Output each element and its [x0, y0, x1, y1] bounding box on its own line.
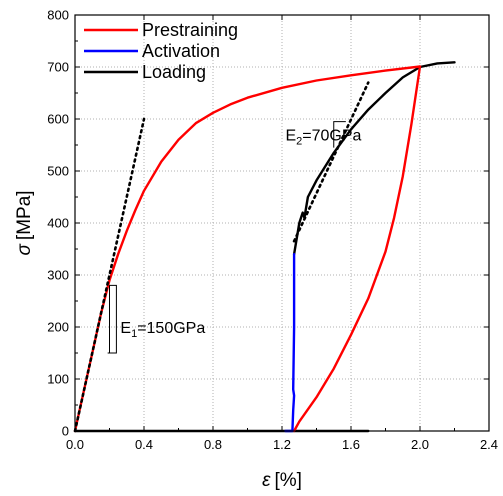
axis-ticks: 0.0 0.4 0.8 1.2 1.6 2.0 2.4 0 100 200 300 400 500 600… — [47, 8, 498, 453]
x-tick-label: 2.4 — [480, 437, 498, 452]
slope-bracket-e2 — [333, 121, 346, 148]
annotation-e1: E1=150GPa — [120, 320, 205, 340]
slope-bracket-e1 — [107, 285, 110, 354]
data-curves — [73, 61, 456, 433]
y-tick-label: 600 — [47, 112, 69, 127]
series-line-activation — [284, 253, 296, 433]
x-tick-label: 1.2 — [273, 437, 291, 452]
y-tick-label: 700 — [47, 60, 69, 75]
legend-label-prestraining: Prestraining — [142, 20, 238, 40]
x-tick-label: 0.0 — [66, 437, 84, 452]
fit-lines — [73, 81, 370, 433]
x-tick-label: 1.6 — [342, 437, 360, 452]
series-line-prestraining — [292, 65, 422, 433]
y-tick-label: 800 — [47, 8, 69, 23]
y-tick-label: 500 — [47, 164, 69, 179]
y-axis-label: σ[MPa] — [14, 190, 35, 255]
grid-lines — [75, 15, 489, 431]
annotation-e2: E2=70GPa — [285, 128, 361, 148]
slope-bracket-e1-outline — [107, 284, 117, 354]
x-tick-label: 0.8 — [204, 437, 222, 452]
y-tick-label: 0 — [62, 424, 69, 439]
y-tick-label: 400 — [47, 216, 69, 231]
slope-markers — [107, 121, 346, 354]
y-tick-label: 100 — [47, 372, 69, 387]
fit-line-e1 — [73, 117, 146, 433]
legend: Prestraining Activation Loading — [84, 20, 238, 82]
legend-label-activation: Activation — [142, 41, 220, 61]
series-line-loading — [292, 61, 456, 256]
y-tick-label: 300 — [47, 268, 69, 283]
x-axis-label: ε [%] — [262, 470, 302, 491]
legend-label-loading: Loading — [142, 62, 206, 82]
series-line-prestraining — [73, 65, 422, 433]
x-tick-label: 0.4 — [135, 437, 153, 452]
x-tick-label: 2.0 — [411, 437, 429, 452]
y-tick-label: 200 — [47, 320, 69, 335]
fit-line-e2 — [292, 81, 370, 243]
